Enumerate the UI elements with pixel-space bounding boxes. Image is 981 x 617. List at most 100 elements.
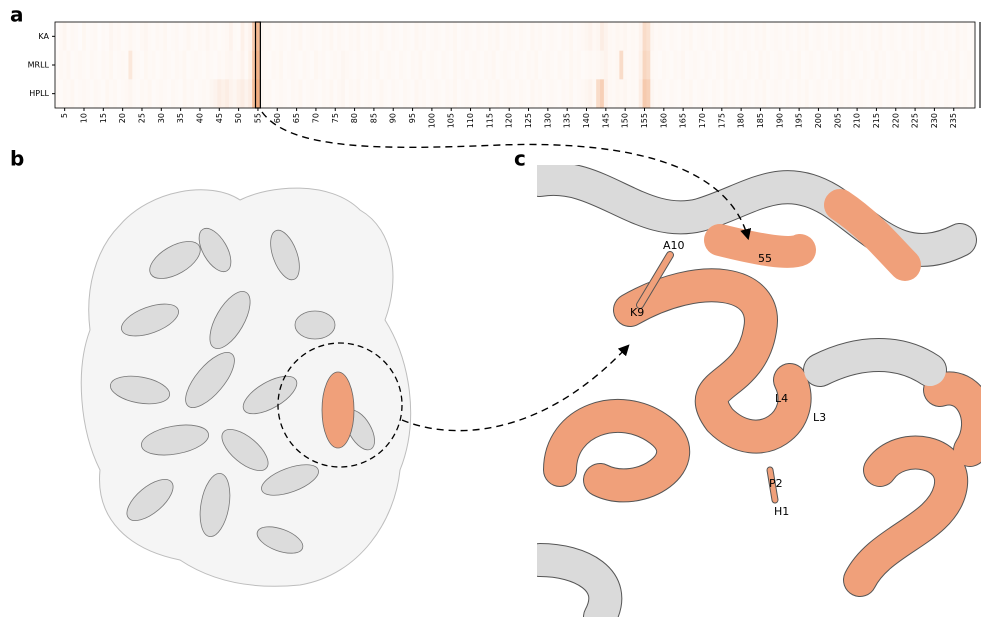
heat-cell bbox=[708, 22, 712, 51]
heat-cell bbox=[472, 79, 476, 108]
heat-cell bbox=[878, 79, 882, 108]
heat-cell bbox=[913, 22, 917, 51]
heat-cell bbox=[561, 22, 565, 51]
heat-cell bbox=[898, 22, 902, 51]
heat-cell bbox=[256, 22, 260, 51]
heat-cell bbox=[78, 22, 82, 51]
heat-cell bbox=[148, 22, 152, 51]
heat-cell bbox=[329, 22, 333, 51]
heat-cell bbox=[743, 22, 747, 51]
heat-cell bbox=[809, 79, 813, 108]
heat-cell bbox=[639, 22, 643, 51]
x-tick-label: 205 bbox=[833, 113, 842, 128]
heat-cell bbox=[360, 22, 364, 51]
x-tick-label: 110 bbox=[466, 113, 475, 128]
heat-cell bbox=[786, 51, 790, 80]
heat-cell bbox=[569, 51, 573, 80]
panel-label: c bbox=[514, 147, 526, 171]
heat-cell bbox=[503, 79, 507, 108]
heat-cell bbox=[318, 79, 322, 108]
heat-cell bbox=[171, 22, 175, 51]
heat-cell bbox=[186, 22, 190, 51]
heat-cell bbox=[762, 79, 766, 108]
heat-cell bbox=[689, 79, 693, 108]
heat-cell bbox=[801, 22, 805, 51]
heat-cell bbox=[67, 51, 71, 80]
heat-cell bbox=[747, 22, 751, 51]
heat-cell bbox=[90, 79, 94, 108]
heat-cell bbox=[944, 22, 948, 51]
heat-cell bbox=[326, 79, 330, 108]
heat-cell bbox=[221, 79, 225, 108]
heat-cell bbox=[125, 79, 129, 108]
heat-cell bbox=[295, 79, 299, 108]
heat-cell bbox=[824, 51, 828, 80]
heat-cell bbox=[125, 51, 129, 80]
heat-cell bbox=[213, 22, 217, 51]
heat-cell bbox=[283, 79, 287, 108]
heat-cell bbox=[778, 51, 782, 80]
heat-cell bbox=[561, 79, 565, 108]
heat-cell bbox=[824, 79, 828, 108]
heat-cell bbox=[673, 79, 677, 108]
heat-cell bbox=[565, 22, 569, 51]
heat-cell bbox=[793, 51, 797, 80]
heatmap bbox=[55, 22, 975, 108]
heat-cell bbox=[414, 51, 418, 80]
heat-cell bbox=[905, 79, 909, 108]
heat-cell bbox=[233, 79, 237, 108]
heat-cell bbox=[940, 22, 944, 51]
heat-cell bbox=[677, 22, 681, 51]
heat-cell bbox=[241, 22, 245, 51]
heat-cell bbox=[782, 79, 786, 108]
x-tick-label: 10 bbox=[79, 113, 88, 123]
heat-cell bbox=[121, 22, 125, 51]
heat-cell bbox=[890, 51, 894, 80]
heat-cell bbox=[755, 51, 759, 80]
heat-cell bbox=[940, 51, 944, 80]
heat-cell bbox=[681, 79, 685, 108]
x-tick-label: 30 bbox=[157, 113, 166, 123]
heat-cell bbox=[712, 51, 716, 80]
heat-cell bbox=[306, 22, 310, 51]
heat-cell bbox=[391, 22, 395, 51]
heat-cell bbox=[844, 51, 848, 80]
heat-cell bbox=[380, 51, 384, 80]
heat-cell bbox=[627, 22, 631, 51]
heat-cell bbox=[283, 51, 287, 80]
heat-cell bbox=[762, 22, 766, 51]
heat-cell bbox=[542, 51, 546, 80]
heat-cell bbox=[817, 22, 821, 51]
heat-cell bbox=[480, 51, 484, 80]
heat-cell bbox=[264, 51, 268, 80]
heat-cell bbox=[820, 79, 824, 108]
heat-cell bbox=[175, 79, 179, 108]
heat-cell bbox=[368, 51, 372, 80]
heat-cell bbox=[152, 22, 156, 51]
heat-cell bbox=[244, 79, 248, 108]
heat-cell bbox=[364, 51, 368, 80]
heat-cell bbox=[952, 22, 956, 51]
heat-cell bbox=[585, 79, 589, 108]
heat-cell bbox=[960, 51, 964, 80]
heat-cell bbox=[616, 22, 620, 51]
heat-cell bbox=[140, 79, 144, 108]
heat-cell bbox=[697, 51, 701, 80]
heat-cell bbox=[461, 22, 465, 51]
heat-cell bbox=[778, 22, 782, 51]
heat-cell bbox=[357, 51, 361, 80]
heat-cell bbox=[457, 51, 461, 80]
heat-cell bbox=[766, 51, 770, 80]
heat-cell bbox=[86, 22, 90, 51]
heat-cell bbox=[368, 22, 372, 51]
heat-cell bbox=[546, 79, 550, 108]
heat-cell bbox=[932, 51, 936, 80]
heat-cell bbox=[434, 51, 438, 80]
heat-cell bbox=[55, 51, 59, 80]
heat-cell bbox=[863, 51, 867, 80]
heat-cell bbox=[894, 22, 898, 51]
heat-cell bbox=[759, 79, 763, 108]
heat-cell bbox=[662, 79, 666, 108]
heat-cell bbox=[469, 79, 473, 108]
heat-cell bbox=[198, 79, 202, 108]
